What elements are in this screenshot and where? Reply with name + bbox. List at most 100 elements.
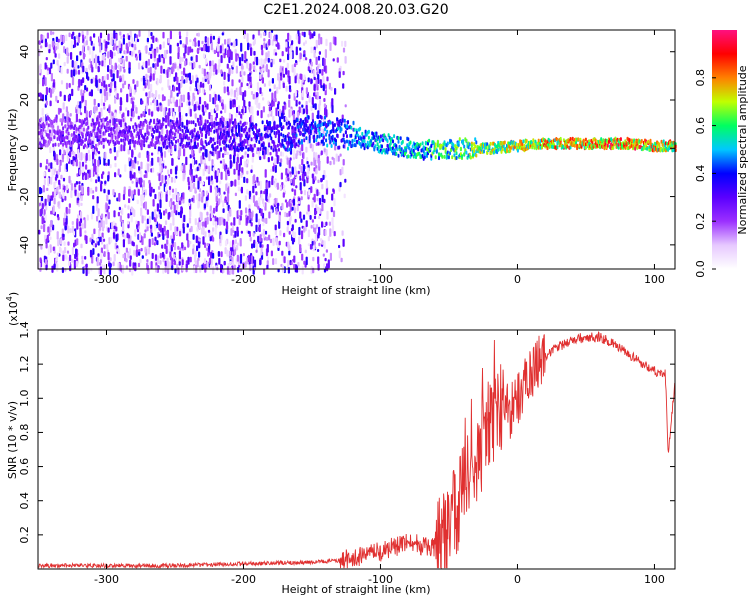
spectrogram-ridge-cell (246, 131, 249, 136)
spectrogram-cell (341, 40, 344, 47)
spectrogram-ridge-cell (73, 131, 76, 135)
spectrogram-ridge-cell (337, 126, 340, 131)
spectrogram-cell (214, 215, 217, 222)
spectrogram-cell (272, 237, 275, 246)
spectrogram-cell (44, 94, 48, 101)
spectrogram-cell (292, 127, 295, 134)
spectrogram-ridge-cell (602, 138, 605, 143)
spectrogram-cell (61, 267, 64, 273)
spectrogram-ridge-cell (146, 124, 149, 129)
spectrogram-cell (171, 157, 174, 166)
spectrogram-ridge-cell (261, 120, 264, 125)
spectrogram-cell (270, 168, 273, 173)
spectrogram-ridge-cell (289, 122, 291, 127)
spectrogram-ridge-cell (474, 144, 477, 149)
chart-title: C2E1.2024.008.20.03.G20 (263, 2, 448, 18)
spectrogram-cell (217, 38, 220, 44)
spectrogram-ridge-cell (423, 151, 426, 156)
spectrogram-cell (96, 196, 99, 204)
spectrogram-cell (233, 168, 236, 175)
spectrogram-cell (308, 95, 311, 103)
spectrogram-cell (329, 228, 332, 237)
spectrogram-cell (222, 268, 225, 274)
spectrogram-ridge-cell (247, 147, 250, 152)
spectrogram-ridge-cell (351, 143, 354, 148)
spectrogram-ridge-cell (51, 121, 54, 126)
spectrogram-ridge-cell (258, 128, 261, 133)
spectrogram-ridge-cell (316, 114, 319, 119)
spectrogram-cell (44, 62, 47, 70)
spectrogram-ridge-cell (59, 140, 62, 145)
spectrogram-cell (112, 66, 115, 73)
spectrogram-ridge-cell (278, 133, 280, 138)
spectrogram-cell (195, 235, 198, 244)
spectrogram-cell (44, 259, 47, 265)
spectrogram-cell (145, 103, 148, 112)
spectrogram-cell (172, 62, 175, 72)
spectrogram-ridge-cell (319, 120, 322, 125)
spectrogram-cell (237, 186, 240, 192)
spectrogram-cell (158, 233, 161, 238)
spectrogram-cell (199, 221, 202, 230)
spectrogram-cell (45, 42, 48, 47)
spectrogram-ridge-cell (268, 142, 271, 147)
spectrogram-ridge-cell (253, 143, 256, 148)
spectrogram-cell (288, 75, 291, 85)
spectrogram-ridge-cell (378, 139, 381, 144)
spectrogram-cell (269, 151, 272, 156)
spectrogram-cell (185, 156, 188, 166)
spectrogram-cell (311, 173, 314, 179)
spectrogram-cell (147, 74, 150, 78)
spectrogram-cell (213, 141, 216, 146)
spectrogram-cell (79, 101, 82, 109)
spectrogram-ridge-cell (235, 125, 238, 129)
spectrogram-ridge-cell (294, 127, 297, 131)
spectrogram-cell (152, 100, 155, 104)
spectrogram-ridge-cell (184, 129, 187, 134)
spectrogram-cell (189, 163, 192, 171)
spectrogram-cell (131, 43, 134, 48)
spectrogram-cell (146, 209, 149, 215)
spectrogram-ridge-cell (430, 156, 433, 161)
spectrogram-ridge-cell (65, 144, 68, 148)
spectrogram-cell (240, 42, 243, 52)
spectrogram-cell (181, 242, 184, 249)
spectrogram-ridge-cell (154, 143, 157, 148)
spectrogram-ridge-cell (630, 138, 633, 143)
spectrogram-cell (244, 261, 247, 268)
spectrogram-cell (186, 31, 189, 37)
spectrogram-cell (144, 170, 147, 174)
spectrogram-cell (291, 166, 294, 174)
spectrogram-cell (324, 229, 327, 236)
spectrogram-ridge-cell (417, 147, 420, 152)
spectrogram-ridge-cell (482, 149, 485, 154)
spectrogram-cell (131, 149, 134, 158)
spectrogram-cell (300, 190, 303, 195)
spectrogram-cell (202, 236, 205, 245)
spectrogram-cell (212, 64, 215, 73)
spectrogram-cell (80, 243, 83, 249)
spectrogram-cell (204, 133, 208, 139)
spectrogram-cell (81, 259, 84, 265)
spectrogram-cell (272, 115, 275, 122)
spectrogram-cell (327, 236, 330, 242)
spectrogram-ridge-cell (242, 142, 245, 147)
spectrogram-cell (303, 50, 306, 55)
spectrogram-cell (331, 98, 334, 107)
spectrogram-cell (230, 89, 233, 95)
spectrogram-cell (119, 58, 122, 64)
spectrogram-cell (285, 41, 288, 48)
spectrogram-cell (62, 35, 65, 43)
spectrogram-cell (249, 264, 252, 272)
spectrogram-cell (144, 246, 147, 253)
spectrogram-ridge-cell (443, 154, 446, 159)
spectrogram-ridge-cell (192, 120, 195, 125)
spectrogram-cell (129, 259, 132, 267)
spectrogram-cell (272, 258, 275, 265)
spectrogram-ridge-cell (584, 137, 587, 142)
spectrogram-cell (155, 37, 158, 42)
spectrogram-cell (293, 68, 296, 77)
spectrogram-ridge-cell (126, 137, 129, 142)
spectrogram-cell (255, 213, 258, 223)
spectrogram-cell (158, 186, 161, 190)
